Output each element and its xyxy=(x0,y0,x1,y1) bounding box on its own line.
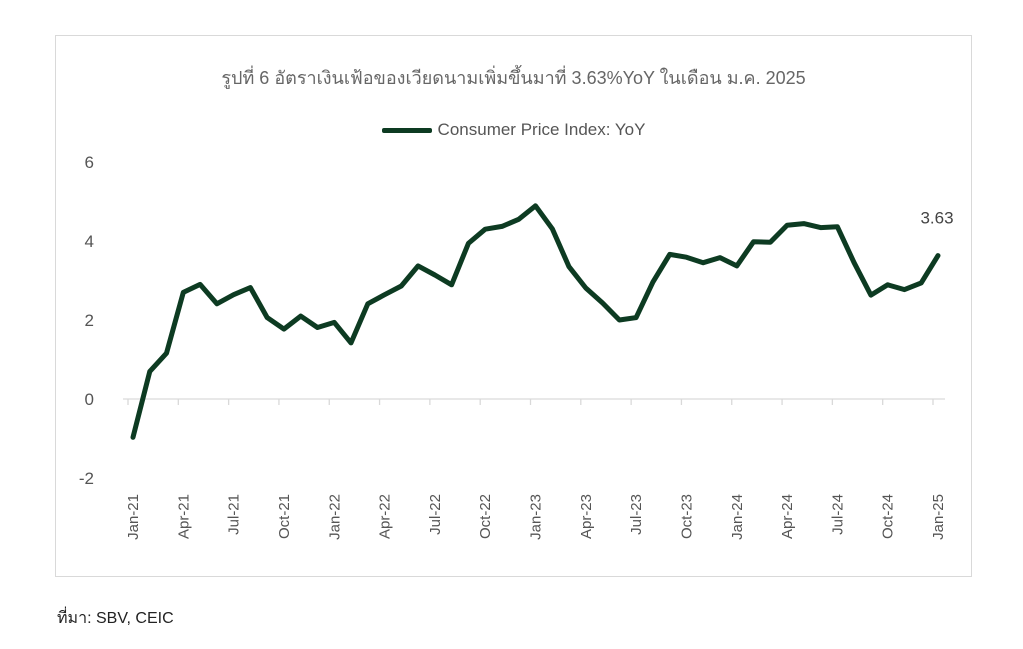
x-tick-label: Oct-24 xyxy=(880,494,897,539)
x-tick-label: Jul-24 xyxy=(829,494,846,535)
x-tick-label: Jul-23 xyxy=(628,494,645,535)
y-tick-label: 6 xyxy=(85,153,94,172)
x-tick-label: Jan-22 xyxy=(326,494,343,540)
chart-frame: รูปที่ 6 อัตราเงินเฟ้อของเวียดนามเพิ่มขึ… xyxy=(55,35,972,577)
x-tick-label: Apr-21 xyxy=(175,494,192,539)
data-label: 3.63 xyxy=(920,209,953,228)
y-tick-label: 0 xyxy=(85,390,94,409)
x-tick-label: Jul-22 xyxy=(427,494,444,535)
x-tick-label: Jan-21 xyxy=(125,494,142,540)
source-note: ที่มา: SBV, CEIC xyxy=(57,610,174,627)
line-chart: -2 0 2 4 6 Jan-21 Apr-21 Jul-21 Oct-21 Jan-22 Apr-… xyxy=(79,153,954,540)
x-tick-label: Apr-24 xyxy=(779,494,796,539)
y-tick-label: -2 xyxy=(79,469,94,488)
chart-title: รูปที่ 6 อัตราเงินเฟ้อของเวียดนามเพิ่มขึ… xyxy=(221,68,806,88)
x-tick-label: Jan-24 xyxy=(729,494,746,540)
x-tick-label: Jan-23 xyxy=(528,494,545,540)
series-line xyxy=(130,203,941,440)
x-tick-label: Apr-22 xyxy=(377,494,394,539)
x-tick-label: Jan-25 xyxy=(930,494,947,540)
legend-label: Consumer Price Index: YoY xyxy=(437,120,646,139)
x-tick-label: Oct-21 xyxy=(276,494,293,539)
legend: Consumer Price Index: YoY xyxy=(56,120,971,140)
legend-swatch xyxy=(381,127,432,133)
y-tick-label: 2 xyxy=(85,311,94,330)
x-tick-label: Oct-22 xyxy=(477,494,494,539)
y-tick-label: 4 xyxy=(85,232,94,251)
x-tick-label: Apr-23 xyxy=(578,494,595,539)
x-tick-label: Jul-21 xyxy=(226,494,243,535)
x-tick-label: Oct-23 xyxy=(678,494,695,539)
